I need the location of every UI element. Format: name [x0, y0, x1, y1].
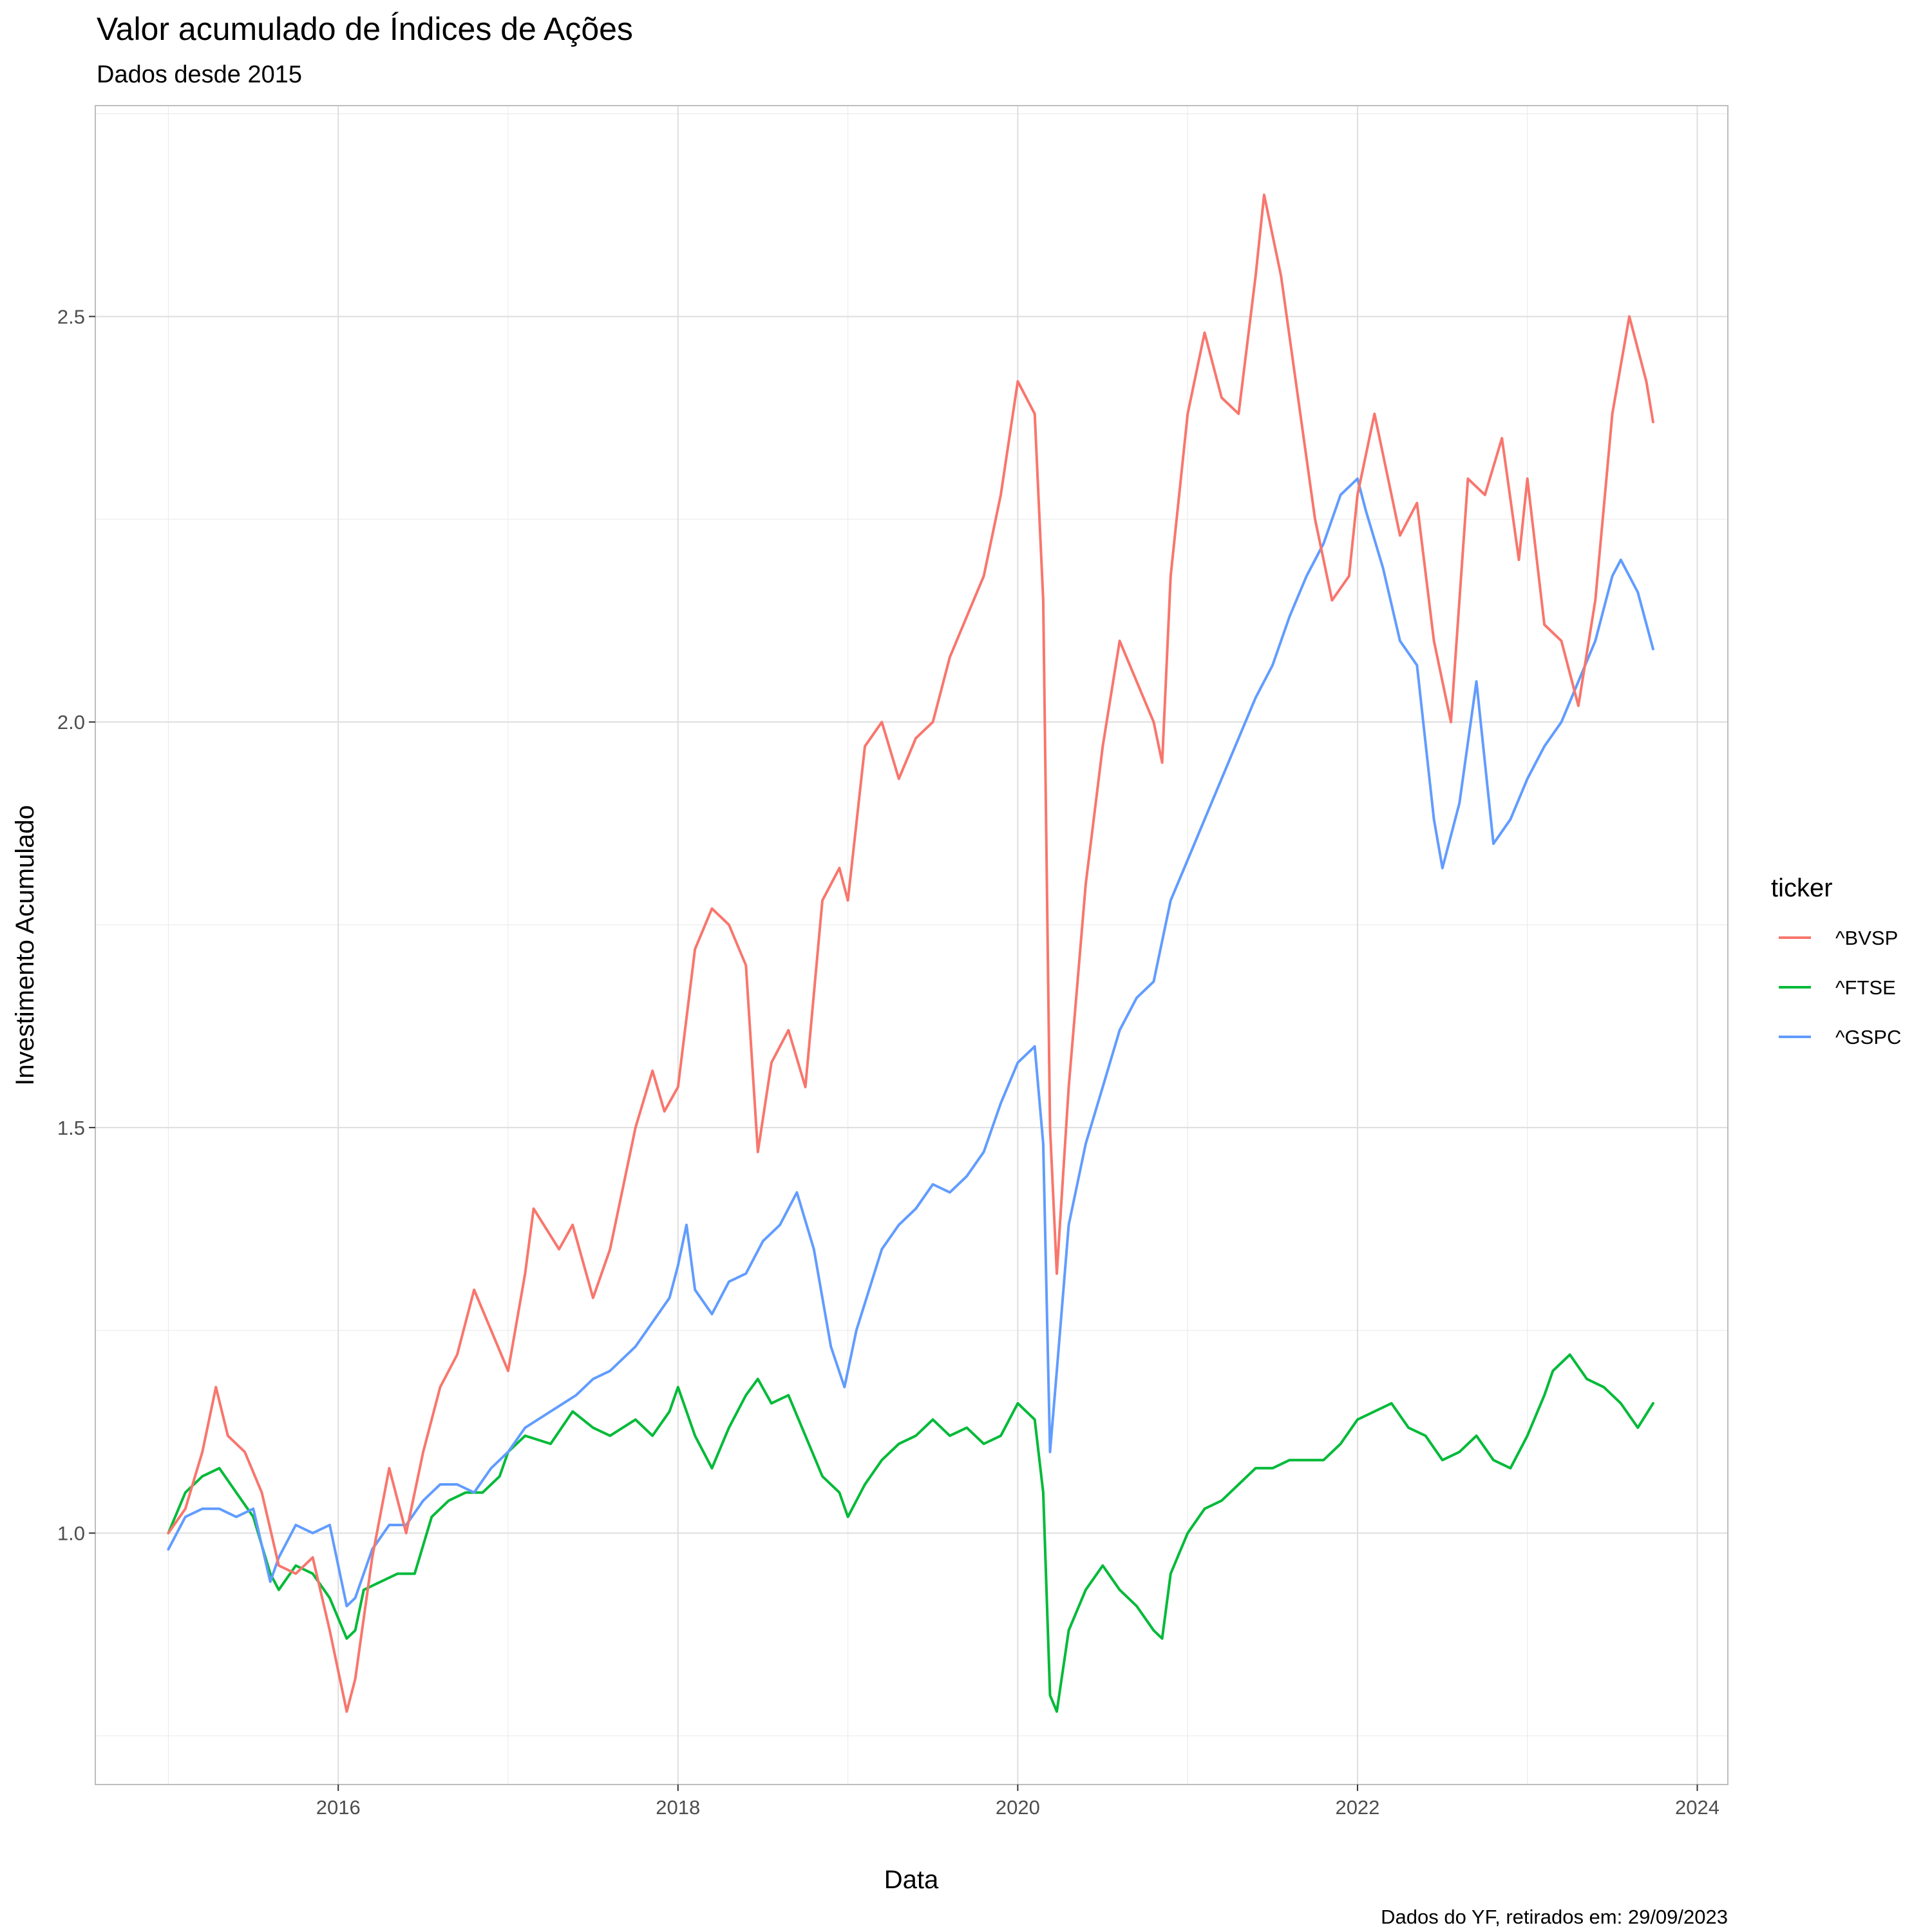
legend-label-bvsp: ^BVSP — [1835, 927, 1898, 949]
x-tick-label: 2016 — [316, 1796, 361, 1819]
y-axis-title: Investimento Acumulado — [11, 805, 39, 1086]
chart-subtitle: Dados desde 2015 — [97, 61, 302, 88]
series-line-ftse — [167, 1353, 1654, 1713]
legend-label-gspc: ^GSPC — [1835, 1026, 1901, 1048]
y-tick-label: 1.0 — [57, 1522, 85, 1545]
y-tick-label: 1.5 — [57, 1117, 85, 1139]
x-tick-label: 2020 — [996, 1796, 1040, 1819]
series-line-gspc — [167, 477, 1654, 1607]
axes: 2016 2018 2020 2022 2024 1.0 1.5 2.0 2.5 — [57, 305, 1719, 1819]
legend: ticker ^BVSP ^FTSE ^GSPC — [1771, 874, 1901, 1048]
series-line-bvsp — [167, 193, 1654, 1713]
x-tick-label: 2024 — [1675, 1796, 1719, 1819]
caption: Dados do YF, retirados em: 29/09/2023 — [1381, 1906, 1728, 1928]
legend-title: ticker — [1771, 874, 1833, 902]
x-tick-label: 2022 — [1335, 1796, 1379, 1819]
chart-title: Valor acumulado de Índices de Ações — [97, 11, 633, 47]
series-lines — [167, 193, 1654, 1713]
grid — [95, 106, 1728, 1785]
legend-items: ^BVSP ^FTSE ^GSPC — [1779, 927, 1901, 1048]
legend-label-ftse: ^FTSE — [1835, 976, 1896, 999]
y-tick-label: 2.0 — [57, 711, 85, 734]
panel-border — [95, 105, 1728, 1785]
x-axis-title: Data — [884, 1866, 939, 1894]
x-tick-label: 2018 — [656, 1796, 700, 1819]
y-tick-label: 2.5 — [57, 305, 85, 328]
